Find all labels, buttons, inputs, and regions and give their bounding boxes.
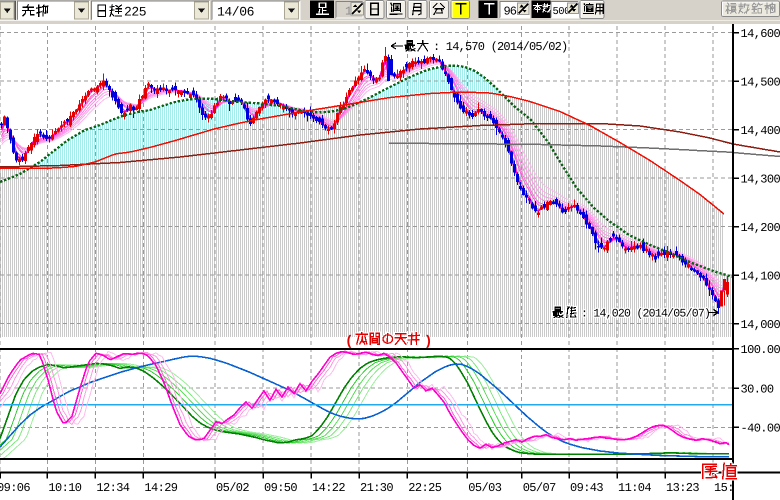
svg-text:500: 500 — [553, 6, 571, 18]
svg-text:14,500: 14,500 — [741, 75, 780, 89]
svg-text:15:0: 15:0 — [714, 481, 741, 495]
svg-text:14,600: 14,600 — [741, 27, 780, 41]
svg-text:: 14,020 (2014/05/07): : 14,020 (2014/05/07) — [581, 308, 710, 321]
svg-text:09:50: 09:50 — [264, 481, 297, 495]
svg-text:14,100: 14,100 — [741, 269, 780, 283]
svg-text:30.00: 30.00 — [741, 382, 774, 396]
svg-text:10:10: 10:10 — [48, 481, 81, 495]
svg-text:96: 96 — [504, 5, 517, 19]
svg-text:22:25: 22:25 — [408, 481, 441, 495]
svg-text:14,000: 14,000 — [741, 318, 780, 332]
svg-text:05/03: 05/03 — [468, 481, 501, 495]
svg-text:05/02: 05/02 — [216, 481, 249, 495]
svg-text:09:06: 09:06 — [0, 481, 30, 495]
svg-text:: 14,570 (2014/05/02): : 14,570 (2014/05/02) — [433, 40, 567, 54]
svg-text:1: 1 — [345, 5, 352, 19]
svg-text:14:22: 14:22 — [312, 481, 345, 495]
svg-text:-40.00: -40.00 — [741, 422, 780, 436]
svg-text:14:29: 14:29 — [144, 481, 177, 495]
svg-text:14,200: 14,200 — [741, 221, 780, 235]
svg-text:100.00: 100.00 — [741, 343, 780, 357]
svg-text:11:04: 11:04 — [618, 481, 651, 495]
svg-text:): ) — [424, 334, 432, 350]
svg-text:13:23: 13:23 — [666, 481, 699, 495]
svg-text:09:43: 09:43 — [570, 481, 603, 495]
svg-text:14/06: 14/06 — [217, 5, 254, 20]
svg-text:225: 225 — [124, 5, 146, 20]
svg-text:05/07: 05/07 — [523, 481, 556, 495]
svg-text:21:30: 21:30 — [360, 481, 393, 495]
svg-text:12:34: 12:34 — [96, 481, 129, 495]
svg-text:(: ( — [345, 334, 353, 350]
svg-text:14,400: 14,400 — [741, 124, 780, 138]
svg-text:14,300: 14,300 — [741, 172, 780, 186]
